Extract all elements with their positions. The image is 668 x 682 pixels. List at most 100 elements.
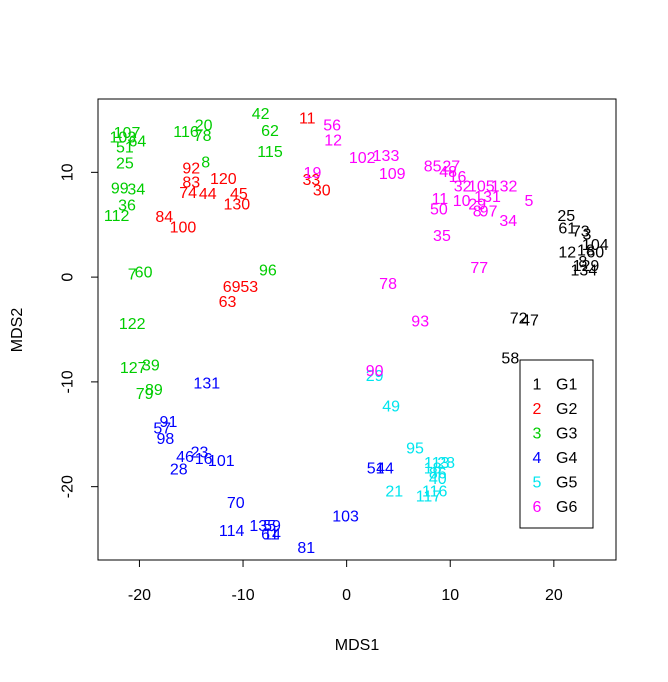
point-label: 10: [453, 193, 471, 210]
y-tick-label: 10: [60, 163, 77, 181]
point-label: 18: [424, 460, 442, 477]
point-label: 120: [210, 171, 237, 188]
x-tick-label: -20: [128, 587, 151, 604]
x-tick-label: -10: [231, 587, 254, 604]
point-label: 28: [437, 455, 455, 472]
point-label: 117: [416, 489, 442, 506]
point-label: 36: [118, 197, 136, 214]
point-label: 129: [573, 258, 600, 275]
point-label: 79: [136, 386, 154, 403]
point-label: 8: [473, 204, 482, 221]
point-label: 11: [299, 110, 316, 127]
point-label: 61: [558, 220, 576, 237]
point-label: 103: [110, 129, 137, 146]
point-label: 44: [376, 460, 394, 477]
point-label: 90: [366, 363, 384, 380]
point-label: 58: [501, 350, 519, 367]
point-label: 45: [230, 186, 248, 203]
point-label: 32: [454, 179, 472, 196]
point-label: 62: [261, 123, 279, 140]
point-label: 132: [491, 179, 518, 196]
point-label: 11: [432, 191, 449, 208]
point-label: 107: [114, 125, 141, 142]
point-label: 116: [422, 483, 448, 500]
point-label: 86: [429, 466, 447, 483]
point-label: 20: [195, 118, 213, 135]
point-label: 46: [176, 449, 194, 466]
point-label: 104: [582, 237, 609, 254]
legend-label: G2: [556, 401, 577, 418]
legend-label: G3: [556, 426, 577, 443]
point-label: 60: [586, 245, 604, 262]
point-label: 51: [367, 460, 385, 477]
point-label: 101: [208, 453, 235, 470]
legend-box: [519, 359, 594, 529]
point-label: 33: [303, 172, 321, 189]
point-label: 19: [304, 165, 322, 182]
point-label: 44: [199, 186, 217, 203]
point-label: 34: [127, 182, 145, 199]
point-label: 23: [191, 445, 209, 462]
point-label: 27: [442, 159, 460, 176]
point-label: 25: [557, 208, 575, 225]
point-label: 8: [201, 154, 210, 171]
point-label: 122: [119, 316, 146, 333]
point-label: 5: [525, 193, 534, 210]
point-label: 30: [313, 183, 331, 200]
point-label: 73: [572, 224, 590, 241]
point-label: 48: [439, 164, 457, 181]
point-label: 78: [379, 276, 397, 293]
point-label: 134: [571, 262, 598, 279]
point-label: 25: [116, 155, 134, 172]
point-label: 53: [240, 279, 258, 296]
point-label: 105: [468, 179, 495, 196]
point-label: 16: [195, 451, 213, 468]
legend-marker: 4: [533, 450, 542, 467]
point-label: 42: [252, 106, 270, 123]
legend-marker: 1: [533, 377, 542, 394]
point-label: 113: [424, 455, 450, 472]
y-tick-label: -20: [60, 475, 77, 498]
point-label: 18: [577, 242, 595, 259]
point-label: 116: [173, 124, 199, 141]
legend-marker: 6: [533, 499, 542, 516]
point-label: 61: [261, 526, 279, 543]
x-tick-label: 20: [545, 587, 563, 604]
x-axis: -20 -10 0 10 20: [128, 559, 563, 604]
point-label: 34: [499, 213, 517, 230]
point-label: 56: [323, 118, 341, 135]
point-label: 130: [223, 196, 250, 213]
point-label: 29: [468, 196, 486, 213]
point-label: 92: [182, 161, 200, 178]
point-label: 78: [194, 128, 212, 145]
point-label: 115: [257, 144, 283, 161]
legend-marker: 2: [533, 401, 542, 418]
point-label: 99: [111, 181, 129, 198]
point-label: 72: [510, 311, 528, 328]
x-tick-label: 0: [342, 587, 351, 604]
point-label: 21: [385, 483, 403, 500]
point-label: 7: [128, 267, 137, 284]
legend-label: G5: [556, 475, 577, 492]
legend-label: G6: [556, 499, 577, 516]
point-label: 14: [263, 526, 281, 543]
y-tick-label: -10: [60, 370, 77, 393]
point-label: 40: [429, 471, 447, 488]
point-label: 74: [179, 185, 197, 202]
point-label: 127: [120, 360, 147, 377]
y-tick-label: 0: [60, 273, 77, 282]
point-label: 96: [259, 262, 277, 279]
point-label: 103: [332, 509, 359, 526]
point-label: 57: [153, 421, 171, 438]
x-axis-label: MDS1: [335, 637, 380, 654]
point-label: 35: [433, 228, 451, 245]
point-label: 81: [297, 540, 315, 557]
point-label: 100: [170, 219, 197, 236]
point-label: 16: [449, 169, 467, 186]
point-label: 69: [223, 279, 241, 296]
point-label: 29: [366, 368, 384, 385]
y-axis: -20 -10 0 10: [60, 163, 99, 498]
point-label: 109: [379, 166, 406, 183]
